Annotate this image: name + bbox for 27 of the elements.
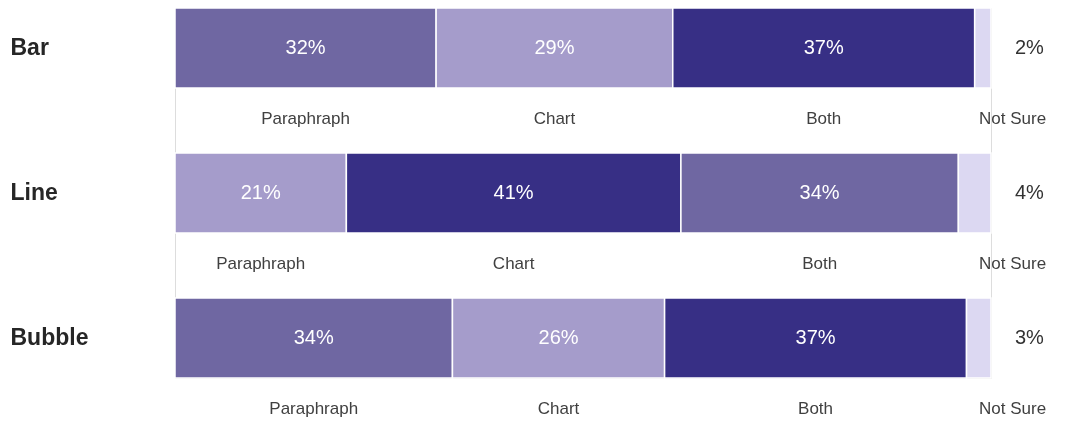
series-label: Both	[802, 254, 838, 273]
data-label: 3%	[1015, 325, 1045, 348]
data-label: 32%	[285, 36, 326, 59]
text: Chart	[533, 109, 576, 129]
data-label: 34%	[293, 325, 334, 348]
data-label: 29%	[534, 36, 575, 59]
data-label: 34%	[799, 181, 840, 203]
series-label: Paraphraph	[216, 254, 306, 273]
text: Chart	[537, 398, 580, 418]
text: Both	[806, 109, 842, 129]
text: Not Sure	[979, 109, 1047, 129]
y-tick-label: Bar	[10, 34, 49, 61]
data-label: 4%	[1015, 181, 1045, 203]
data-label: 41%	[493, 181, 534, 203]
text: Paraphraph	[269, 398, 359, 418]
data-label: 37%	[795, 325, 836, 348]
text: Not Sure	[979, 398, 1047, 418]
data-label: 26%	[538, 325, 579, 348]
series-label: Not Sure	[979, 254, 1047, 273]
text: Both	[798, 398, 834, 418]
series-label: Chart	[492, 254, 535, 273]
y-tick-label: Bubble	[10, 323, 89, 350]
data-label: 21%	[240, 181, 281, 203]
data-label: 37%	[803, 36, 844, 59]
text: Paraphraph	[261, 109, 350, 129]
y-tick-label: Line	[10, 179, 58, 205]
data-label: 2%	[1015, 36, 1045, 59]
